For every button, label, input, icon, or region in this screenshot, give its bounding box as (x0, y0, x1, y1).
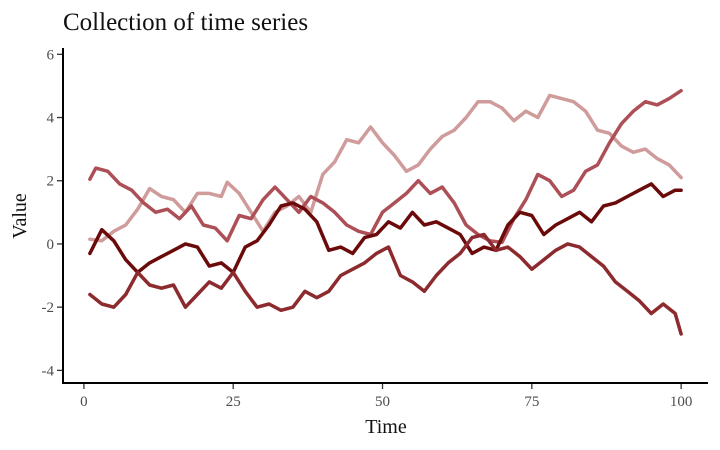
series-line-2 (88, 88, 683, 245)
y-tick-label: -4 (42, 363, 55, 379)
series-layer (88, 88, 683, 336)
x-tick-label: 25 (226, 394, 241, 410)
x-axis-label: Time (365, 416, 407, 438)
y-tick-label: 0 (47, 237, 55, 253)
x-tick-label: 50 (375, 394, 390, 410)
chart-title: Collection of time series (63, 9, 308, 36)
x-tick-label: 100 (670, 394, 693, 410)
series-line-4 (88, 232, 683, 336)
y-tick-label: 2 (47, 174, 55, 190)
x-tick-label: 75 (524, 394, 539, 410)
y-axis-label: Value (9, 193, 31, 239)
tick-layer: 0 25 50 75 100 -4 -2 0 2 4 6 (42, 47, 693, 410)
y-tick-label: 6 (47, 47, 55, 63)
x-tick-label: 0 (80, 394, 88, 410)
y-tick-label: 4 (47, 111, 55, 127)
y-tick-label: -2 (42, 300, 55, 316)
series-line-3 (88, 182, 683, 275)
